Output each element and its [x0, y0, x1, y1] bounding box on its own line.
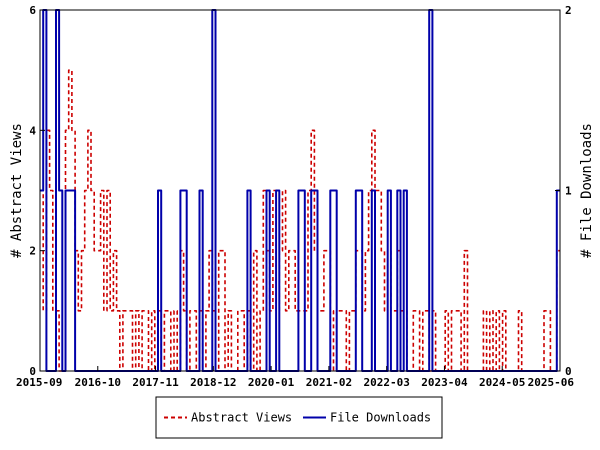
x-tick-label: 2017-11 [132, 376, 179, 389]
x-tick-label: 2022-03 [363, 376, 409, 389]
axes-layer: 0 2 4 6 0 1 2 2015-09 2016-10 2017-11 2018-12 2020-… [9, 4, 595, 389]
legend-label: Abstract Views [191, 411, 292, 425]
x-tick-label: 2023-04 [421, 376, 468, 389]
legend-label: File Downloads [330, 411, 431, 425]
y-right-tick-label: 1 [565, 185, 572, 198]
x-tick-label: 2018-12 [190, 376, 236, 389]
y-left-tick-label: 0 [29, 365, 36, 378]
y-left-tick-label: 2 [29, 245, 36, 258]
y-right-tick-label: 0 [565, 365, 572, 378]
x-tick-label: 2021-02 [306, 376, 352, 389]
legend: Abstract Views File Downloads [155, 396, 443, 439]
x-tick-label: 2024-05 [479, 376, 525, 389]
y-left-tick-label: 6 [29, 4, 36, 17]
y-left-tick-label: 4 [29, 124, 36, 137]
legend-box [155, 396, 443, 439]
x-tick-label: 2020-01 [248, 376, 295, 389]
series-line-abstract-views [40, 69, 560, 372]
y-right-axis-title: # File Downloads [579, 123, 595, 258]
y-left-axis-title: # Abstract Views [9, 123, 25, 258]
y-right-tick-label: 2 [565, 4, 572, 17]
x-tick-label: 2025-06 [528, 376, 575, 389]
x-tick-label: 2016-10 [75, 376, 121, 389]
x-tick-label: 2015-09 [16, 376, 62, 389]
